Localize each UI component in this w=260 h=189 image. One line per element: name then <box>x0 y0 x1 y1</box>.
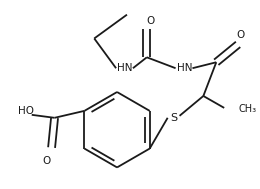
Text: HO: HO <box>18 106 34 116</box>
Text: S: S <box>170 113 177 123</box>
Text: CH₃: CH₃ <box>238 104 256 114</box>
Text: O: O <box>236 30 244 40</box>
Text: O: O <box>42 156 51 166</box>
Text: HN: HN <box>117 63 133 73</box>
Text: O: O <box>147 15 155 26</box>
Text: HN: HN <box>177 63 192 73</box>
